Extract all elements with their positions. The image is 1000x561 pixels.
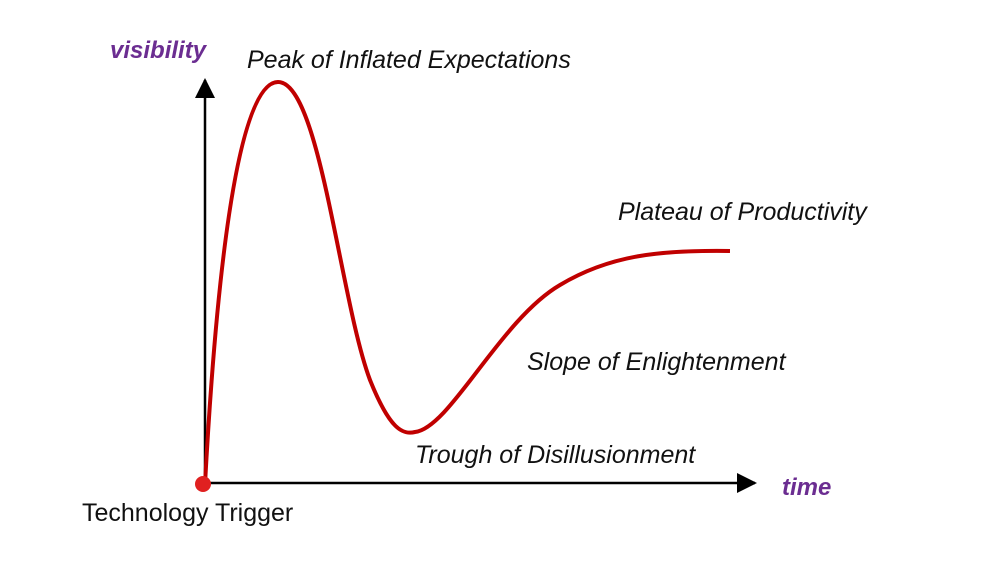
trigger-dot xyxy=(195,476,211,492)
y-axis-label: visibility xyxy=(110,37,208,64)
phase-label: Peak of Inflated Expectations xyxy=(247,46,571,74)
phase-label: Slope of Enlightenment xyxy=(527,348,787,376)
hype-curve xyxy=(203,79,731,485)
x-axis-label: time xyxy=(782,474,831,501)
phase-label: Trough of Disillusionment xyxy=(415,441,696,469)
phase-label: Technology Trigger xyxy=(82,499,293,527)
phase-label: Plateau of Productivity xyxy=(618,198,868,226)
